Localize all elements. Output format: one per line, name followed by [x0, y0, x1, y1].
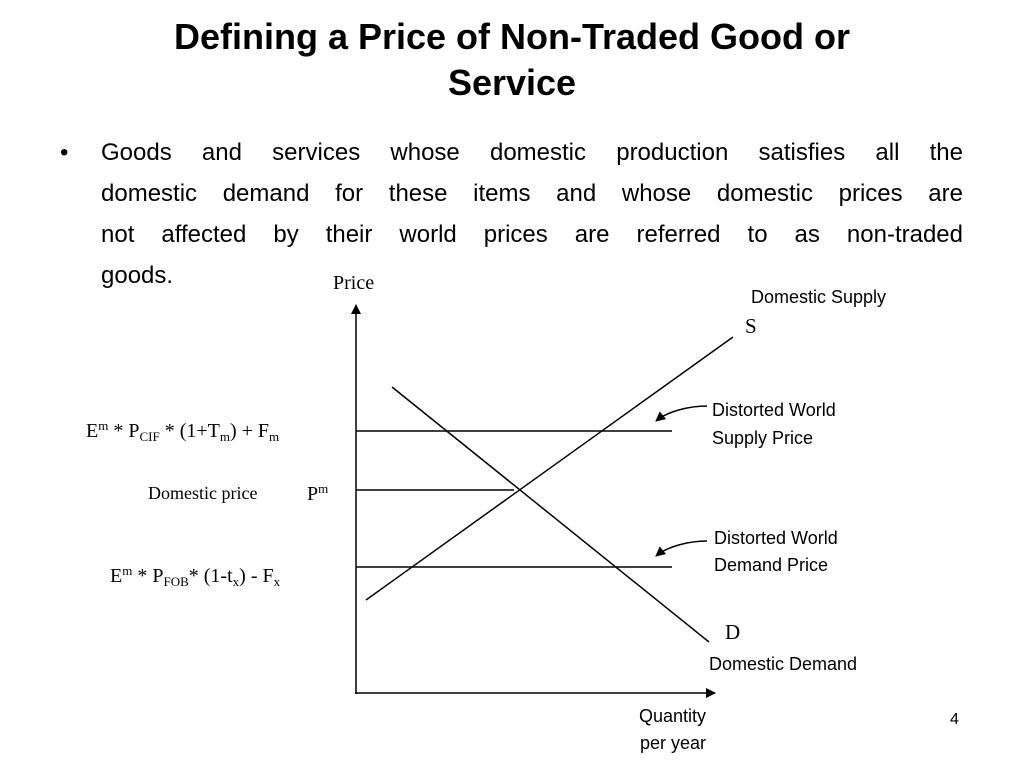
slide-title-line-1: Defining a Price of Non-Traded Good or — [173, 16, 851, 57]
supply-curve-symbol: S — [745, 314, 757, 338]
supply-price-note-line-1: Distorted World — [712, 400, 836, 420]
supply-price-note-line-2: Supply Price — [712, 428, 813, 448]
domestic-price-symbol: Pm — [307, 481, 328, 505]
y-axis-label: Price — [333, 272, 374, 294]
slide-title: Defining a Price of Non-Traded Good or S… — [112, 14, 912, 106]
supply-curve — [365, 336, 734, 601]
demand-curve-title: Domestic Demand — [709, 654, 857, 674]
bullet-line-3: not affected by their world prices are r… — [101, 221, 963, 248]
bullet-line-4: goods. — [101, 262, 174, 289]
x-axis-label-line-2: per year — [640, 733, 706, 753]
demand-price-note-line-1: Distorted World — [714, 528, 838, 548]
cif-price-label: Em * PCIF * (1+Tm) + Fm — [86, 418, 279, 444]
bullet-text: Goods and services whose domestic produc… — [101, 132, 963, 296]
supply-curve-title: Domestic Supply — [751, 287, 886, 307]
demand-price-arrow — [655, 540, 708, 557]
demand-price-note-line-2: Demand Price — [714, 555, 828, 575]
fob-price-label: Em * PFOB* (1-tx) - Fx — [110, 563, 281, 589]
slide-title-line-2: Service — [447, 62, 577, 103]
page-number: 4 — [950, 711, 959, 728]
bullet-dot-icon: • — [60, 139, 69, 166]
supply-price-arrow — [655, 405, 708, 422]
demand-curve — [391, 386, 710, 643]
domestic-price-text: Domestic price — [148, 483, 257, 503]
x-axis-label-line-1: Quantity — [639, 706, 706, 726]
demand-curve-symbol: D — [725, 620, 740, 644]
bullet-line-1: Goods and services whose domestic produc… — [101, 139, 963, 166]
bullet-line-2: domestic demand for these items and whos… — [101, 180, 963, 207]
